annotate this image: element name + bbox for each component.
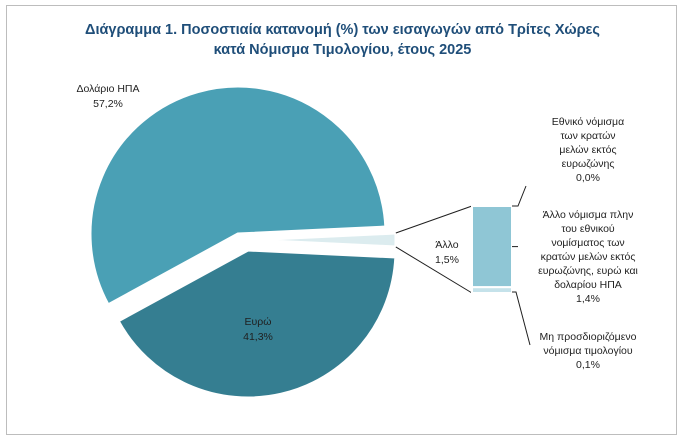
pie-slice-1	[116, 248, 398, 400]
chart-title-line-1: Διάγραμμα 1. Ποσοστιαία κατανομή (%) των…	[85, 22, 600, 38]
pie-label-euro: Ευρώ 41,3%	[243, 316, 273, 343]
bar-segment-2	[471, 286, 513, 295]
chart-title-line-2: κατά Νόμισμα Τιμολογίου, έτους 2025	[213, 42, 472, 58]
pie-label-dollar: Δολάριο ΗΠΑ 57,2%	[76, 83, 139, 110]
pie-slice-2	[247, 231, 398, 249]
bar-segment-1	[471, 205, 513, 289]
connector-bottom	[395, 246, 473, 294]
chart-title: Διάγραμμα 1. Ποσοστιαία κατανομή (%) των…	[0, 20, 685, 60]
pie-label-other: Άλλο 1,5%	[435, 239, 459, 266]
pie-slice-0	[88, 84, 388, 307]
bar-label-0: Εθνικό νόμισμα των κρατών μελών εκτός ευρωζ…	[552, 116, 624, 184]
chart-frame	[6, 5, 677, 435]
connector-top	[395, 205, 473, 234]
bar-label-1: Άλλο νόμισμα πλην του εθνικού νομίσματος τ…	[538, 209, 638, 305]
leader-line-2	[512, 291, 531, 346]
bar-label-2: Μη προσδιοριζόμενο νόμισμα τιμολογίου 0,1%	[540, 331, 637, 371]
leader-line-0	[512, 185, 527, 207]
